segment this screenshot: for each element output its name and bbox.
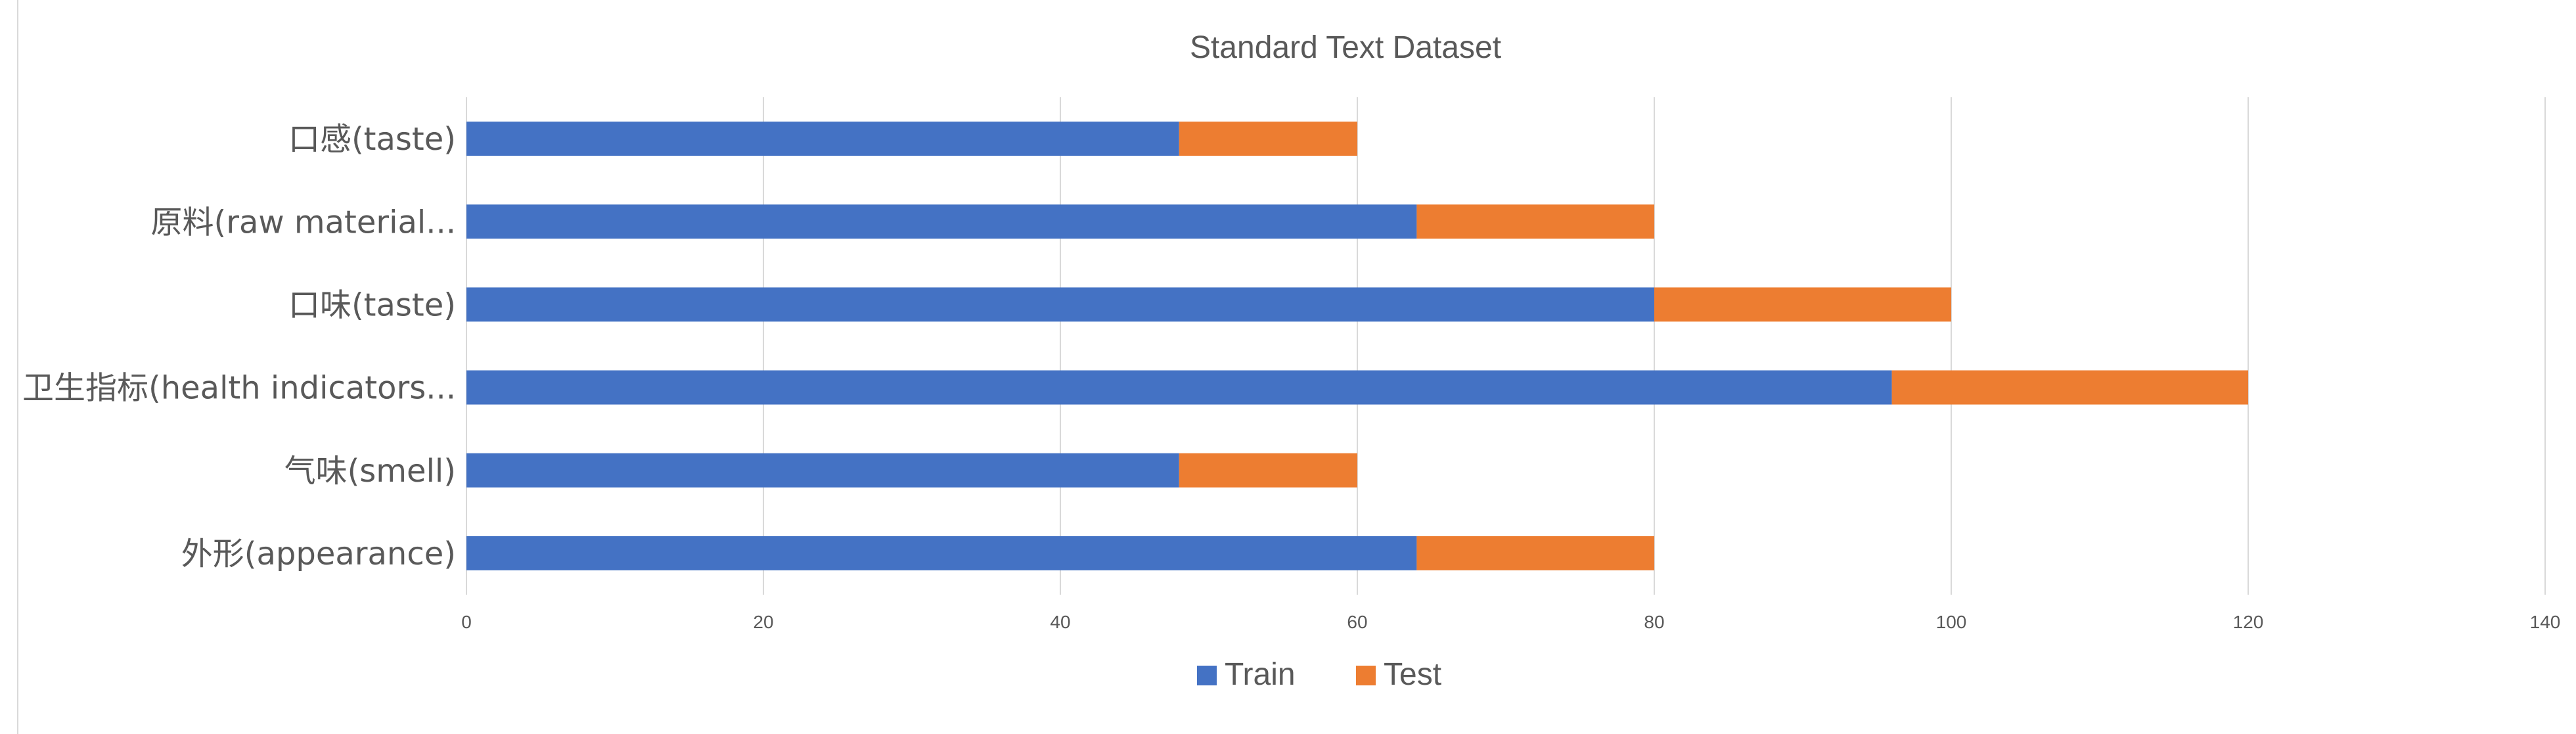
x-tick-label: 20 — [753, 612, 773, 632]
chart-title: Standard Text Dataset — [1190, 30, 1501, 65]
category-label: 口味(taste) — [288, 287, 456, 323]
legend-label-train: Train — [1225, 657, 1296, 692]
grid-lines — [466, 97, 2546, 595]
bar-test-0 — [1179, 122, 1357, 156]
legend-swatch-test — [1356, 666, 1376, 685]
bar-test-5 — [1416, 536, 1654, 570]
bar-test-3 — [1891, 370, 2248, 405]
x-tick-label: 40 — [1050, 612, 1070, 632]
category-label: 原料(raw material... — [150, 204, 456, 241]
bar-train-4 — [466, 453, 1179, 488]
category-label: 外形(appearance) — [181, 536, 456, 572]
bar-test-1 — [1416, 204, 1654, 239]
bars — [466, 122, 2248, 570]
x-tick-label: 60 — [1347, 612, 1367, 632]
category-labels: 口感(taste) 原料(raw material... 口味(taste) 卫生指标… — [22, 121, 456, 572]
legend: Train Test — [1197, 657, 1441, 692]
x-tick-label: 80 — [1644, 612, 1664, 632]
bar-train-0 — [466, 122, 1179, 156]
category-label: 气味(smell) — [284, 453, 456, 490]
bar-train-1 — [466, 204, 1417, 239]
bar-test-2 — [1654, 287, 1951, 322]
category-label: 卫生指标(health indicators... — [22, 370, 456, 407]
x-tick-label: 120 — [2233, 612, 2264, 632]
category-label: 口感(taste) — [288, 121, 456, 158]
legend-swatch-train — [1197, 666, 1217, 685]
bar-test-4 — [1179, 453, 1357, 488]
bar-train-3 — [466, 370, 1892, 405]
x-tick-label: 100 — [1936, 612, 1967, 632]
bar-train-2 — [466, 287, 1654, 322]
x-tick-label: 0 — [461, 612, 472, 632]
x-tick-label: 140 — [2530, 612, 2561, 632]
x-axis-tick-labels: 0 20 40 60 80 100 120 140 — [461, 612, 2560, 632]
bar-train-5 — [466, 536, 1417, 570]
legend-label-test: Test — [1384, 657, 1441, 692]
